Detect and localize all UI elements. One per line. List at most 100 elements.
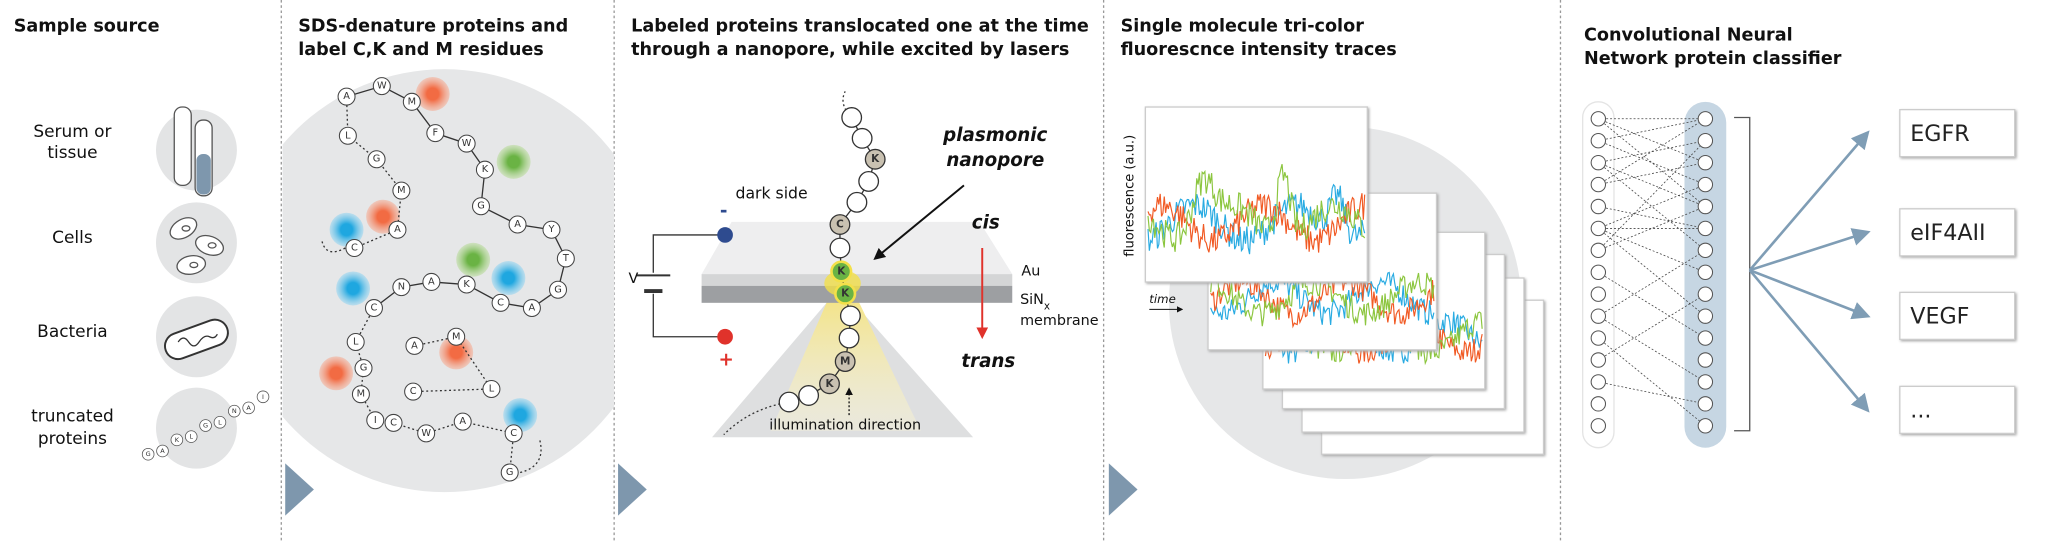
residue-bead [156, 444, 169, 458]
hidden-node [1697, 374, 1714, 390]
residue-bead [242, 401, 255, 415]
peptide-tail [842, 91, 853, 118]
voltage-label: V [628, 271, 638, 287]
input-node [1590, 264, 1607, 280]
layer-label: Au [1021, 263, 1040, 279]
step-arrow [1108, 463, 1138, 516]
residue-bead [556, 249, 575, 268]
residue-bead [830, 260, 853, 283]
layer-label-base: SiN [1020, 292, 1044, 308]
residue-letter: C [497, 297, 504, 308]
residue-letter: A [394, 224, 401, 235]
residue-letter: L [345, 130, 351, 141]
residue-letter: G [373, 154, 381, 165]
hidden-node [1697, 176, 1714, 193]
residue-letter: W [462, 138, 472, 149]
sample-label: Cells [52, 227, 93, 247]
residue-bead [798, 385, 820, 406]
residue-bead [351, 385, 370, 404]
output-label: ... [1910, 398, 1931, 424]
residue-bead [404, 382, 423, 401]
output-arrow [1748, 130, 1870, 272]
residue-letter: N [232, 407, 237, 415]
residue-letter: G [506, 467, 514, 478]
residue-bead [228, 404, 241, 418]
residue-letter: T [562, 253, 569, 264]
residue-bead [549, 280, 568, 299]
residue-bead [864, 148, 886, 170]
residue-bead [141, 447, 155, 461]
residue-bead [199, 419, 212, 432]
residue-bead [778, 391, 800, 413]
peptide-backbone [354, 307, 515, 473]
panel-title: Labeled proteins translocated one at the… [631, 16, 1089, 36]
residue-bead [364, 299, 383, 318]
residue-letter: M [452, 331, 460, 342]
hidden-node [1697, 396, 1714, 412]
residue-letter: A [160, 447, 165, 455]
output-arrow [1749, 228, 1871, 272]
electrode [717, 227, 733, 243]
residue-letter: K [841, 288, 850, 300]
connection [1598, 293, 1706, 361]
residue-bead [457, 275, 476, 294]
bacterium [164, 318, 229, 361]
input-node [1590, 111, 1607, 127]
wire [652, 293, 726, 338]
hidden-node [1697, 308, 1714, 324]
step-arrow [285, 463, 314, 516]
residue-letter: M [408, 96, 416, 107]
residue-bead [500, 463, 519, 482]
residue-bead [405, 336, 424, 355]
residue-bead [384, 413, 403, 432]
layer-label: SiNx [1020, 292, 1050, 312]
sample-label: tissue [47, 142, 97, 162]
residue-bead [846, 191, 868, 213]
residue-bead [838, 327, 860, 349]
output-box [1899, 108, 2016, 158]
hidden-node [1697, 220, 1714, 237]
residue-letter: C [371, 303, 378, 314]
polarity-label: + [719, 349, 734, 370]
pore-arrow [873, 184, 965, 260]
pore-label: nanopore [946, 150, 1044, 171]
residue-bead [504, 424, 523, 443]
tube-liquid [196, 154, 211, 195]
sample-label: Serum or [33, 121, 111, 141]
residue-letter: G [203, 422, 208, 430]
cell [169, 217, 198, 240]
residue-bead [388, 220, 407, 239]
trace [1147, 193, 1366, 253]
residue-bead [213, 415, 227, 429]
cis-chamber [701, 221, 1013, 275]
connection [1598, 228, 1706, 317]
output-box [1899, 291, 2016, 341]
hidden-node [1697, 242, 1714, 259]
polarity-label: - [720, 201, 728, 222]
residue-letter: C [351, 243, 358, 254]
input-node [1590, 154, 1607, 171]
residue-bead [457, 134, 476, 153]
residue-letter: C [390, 417, 397, 428]
residue-letter: K [825, 378, 834, 390]
residue-bead [337, 87, 356, 106]
panel-background [282, 69, 615, 493]
residue-letter: K [175, 436, 180, 444]
residue-letter: W [377, 81, 387, 92]
input-node [1590, 308, 1607, 324]
label-glow [415, 77, 450, 111]
residue-bead [367, 150, 386, 169]
connection [1598, 206, 1706, 229]
residue-letter: G [554, 284, 562, 295]
connection [1598, 271, 1706, 339]
label-glow [439, 335, 474, 370]
region-label: trans [961, 351, 1015, 372]
connection [1598, 315, 1706, 383]
input-node [1590, 286, 1607, 302]
connection [1598, 162, 1706, 185]
hidden-node [1697, 286, 1714, 302]
label-glow [319, 356, 354, 391]
residue-letter: M [840, 356, 850, 368]
residue-letter: C [510, 428, 517, 439]
